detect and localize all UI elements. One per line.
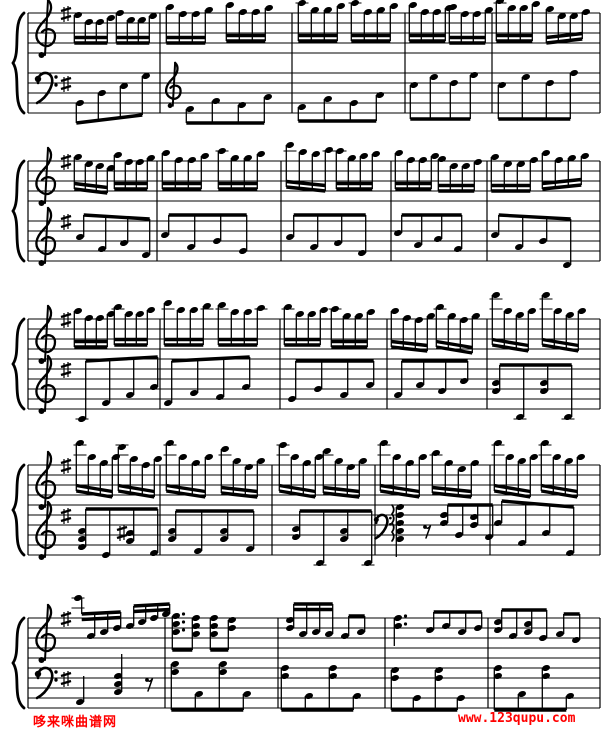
system-2 [11, 141, 601, 269]
system-3 [11, 291, 601, 423]
system-5 [11, 594, 601, 712]
watermark-site-url: www.123qupu.com [458, 711, 576, 726]
system-4 [11, 439, 601, 567]
watermark-site-name: 哆来咪曲谱网 [33, 715, 118, 730]
system-1 [11, 0, 601, 125]
